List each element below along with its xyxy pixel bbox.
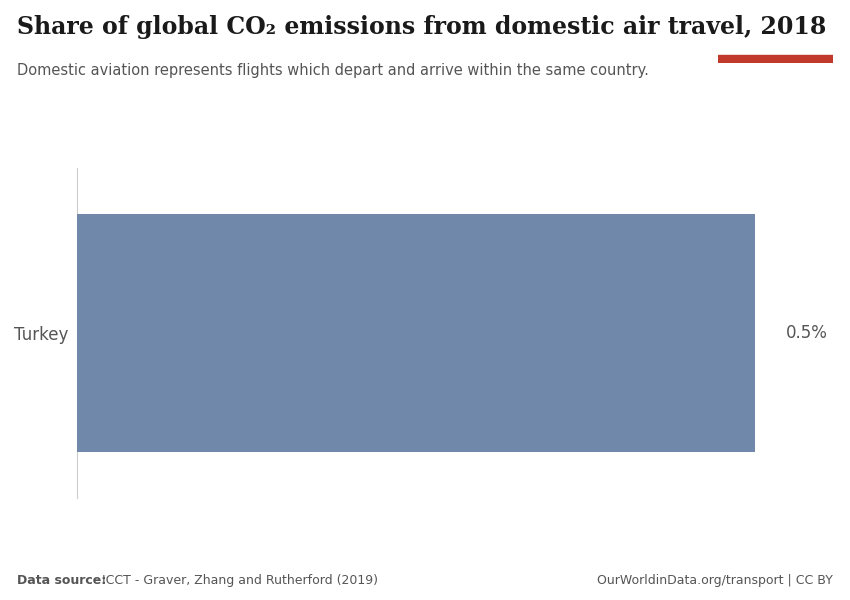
Text: Our World: Our World <box>738 24 813 37</box>
Bar <box>76 214 755 452</box>
Text: Share of global CO₂ emissions from domestic air travel, 2018: Share of global CO₂ emissions from domes… <box>17 15 826 39</box>
Text: OurWorldinData.org/transport | CC BY: OurWorldinData.org/transport | CC BY <box>597 574 833 587</box>
Text: 0.5%: 0.5% <box>786 324 828 342</box>
Text: Data source:: Data source: <box>17 574 106 587</box>
Bar <box>718 55 833 63</box>
Text: ICCT - Graver, Zhang and Rutherford (2019): ICCT - Graver, Zhang and Rutherford (201… <box>98 574 377 587</box>
Text: Domestic aviation represents flights which depart and arrive within the same cou: Domestic aviation represents flights whi… <box>17 63 649 78</box>
Text: in Data: in Data <box>749 40 802 53</box>
